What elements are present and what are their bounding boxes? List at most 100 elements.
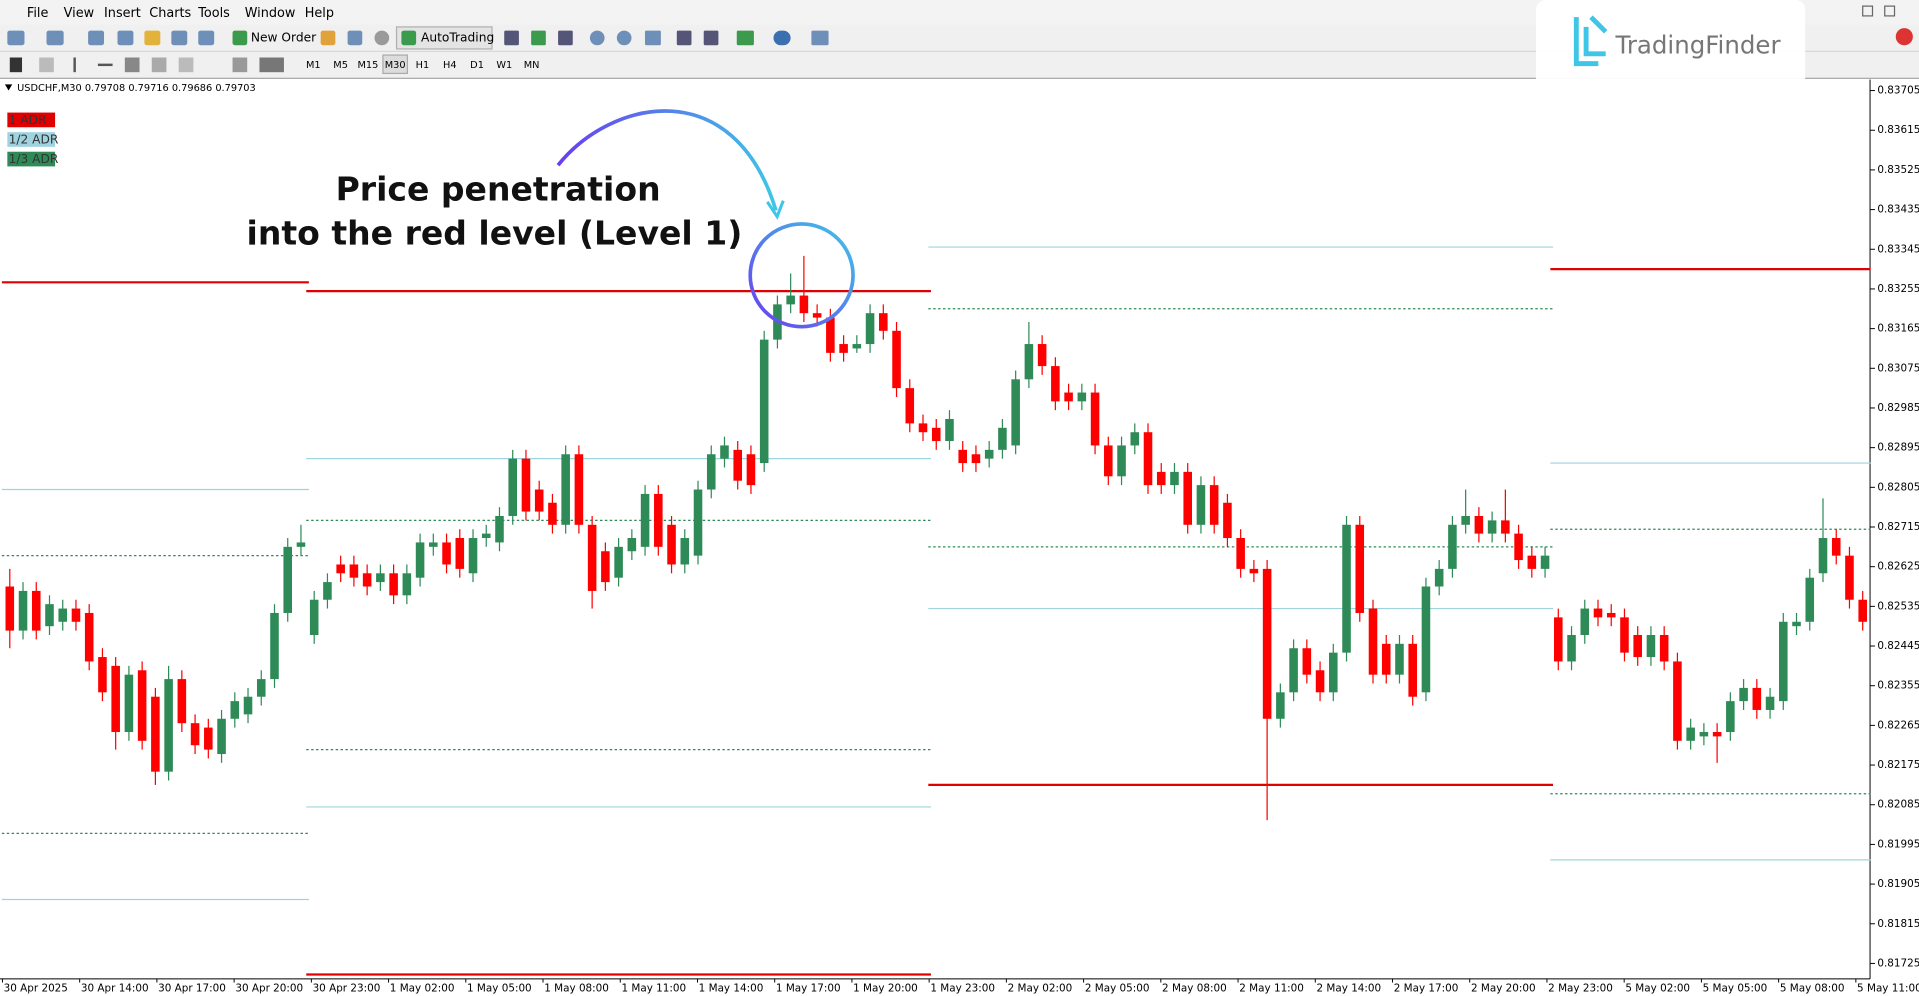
timeframe-active[interactable] bbox=[382, 54, 409, 75]
candle-body bbox=[1236, 538, 1245, 569]
icon[interactable] bbox=[401, 30, 417, 46]
legend-swatch bbox=[7, 132, 56, 147]
candle-body bbox=[1130, 432, 1140, 446]
candle-body bbox=[1302, 648, 1312, 675]
candle-body bbox=[71, 608, 81, 622]
candle-body bbox=[1117, 445, 1126, 477]
timeframe-button[interactable]: M5 bbox=[333, 60, 348, 71]
candle-body bbox=[31, 590, 41, 631]
icon[interactable] bbox=[811, 30, 829, 46]
icon[interactable] bbox=[558, 30, 573, 46]
icon[interactable] bbox=[347, 30, 363, 46]
menu-item[interactable]: Window bbox=[245, 6, 296, 21]
menu-item[interactable]: View bbox=[64, 6, 94, 21]
candle-body bbox=[1712, 731, 1722, 737]
icon[interactable] bbox=[374, 30, 390, 46]
candle-body bbox=[1646, 635, 1656, 658]
icon[interactable] bbox=[773, 30, 791, 46]
y-tick-label: 0.83435 bbox=[1877, 204, 1919, 216]
icon[interactable] bbox=[644, 30, 661, 46]
icon[interactable] bbox=[232, 30, 248, 46]
x-tick-label: 30 Apr 23:00 bbox=[313, 983, 381, 995]
icon[interactable] bbox=[736, 30, 754, 46]
candle-body bbox=[429, 542, 438, 547]
icon[interactable] bbox=[198, 30, 215, 46]
timeframe-button[interactable]: M1 bbox=[306, 60, 321, 71]
candle-body bbox=[98, 657, 107, 693]
icon[interactable] bbox=[320, 30, 336, 46]
x-tick-label: 2 May 17:00 bbox=[1394, 983, 1459, 995]
icon[interactable] bbox=[676, 30, 692, 46]
timeframe-button[interactable]: MN bbox=[524, 60, 540, 71]
menu-item[interactable]: Charts bbox=[149, 6, 191, 21]
icon[interactable] bbox=[117, 30, 134, 46]
candle-body bbox=[1249, 568, 1259, 574]
candle-body bbox=[1699, 731, 1709, 737]
candle-body bbox=[1077, 392, 1087, 402]
icon[interactable] bbox=[124, 57, 140, 73]
candle-body bbox=[971, 454, 981, 464]
candle-body bbox=[1474, 515, 1484, 534]
candle-body bbox=[548, 502, 557, 525]
candle-body bbox=[415, 542, 425, 578]
candle-body bbox=[177, 679, 187, 724]
notification-badge[interactable] bbox=[1895, 28, 1913, 46]
candle-body bbox=[1752, 687, 1762, 710]
candle-body bbox=[1104, 445, 1113, 477]
timeframe-button[interactable]: M15 bbox=[357, 60, 378, 71]
timeframe-button[interactable]: W1 bbox=[496, 60, 512, 71]
candle-body bbox=[309, 599, 319, 636]
candle-body bbox=[18, 590, 28, 631]
icon[interactable] bbox=[7, 30, 25, 46]
window-button[interactable] bbox=[1862, 5, 1874, 17]
icon[interactable] bbox=[88, 30, 105, 46]
window-button[interactable] bbox=[1884, 5, 1896, 17]
candle-body bbox=[495, 515, 504, 543]
logo-icon bbox=[1573, 15, 1608, 67]
candle-body bbox=[336, 564, 345, 574]
icon[interactable] bbox=[144, 30, 161, 46]
icon[interactable] bbox=[39, 57, 54, 73]
menu-item[interactable]: File bbox=[27, 6, 49, 21]
candle-body bbox=[190, 723, 200, 746]
candle-body bbox=[1434, 568, 1444, 587]
icon[interactable] bbox=[589, 30, 605, 46]
x-tick-label: 1 May 17:00 bbox=[776, 983, 841, 995]
timeframe-button[interactable]: H1 bbox=[416, 60, 430, 71]
candle-body bbox=[1183, 471, 1192, 525]
icon[interactable] bbox=[97, 63, 113, 67]
new-order[interactable]: New Order bbox=[251, 30, 317, 44]
icon[interactable] bbox=[504, 30, 519, 46]
candle-body bbox=[1659, 635, 1669, 662]
menu-item[interactable]: Tools bbox=[197, 6, 230, 21]
autotrading[interactable]: AutoTrading bbox=[421, 30, 494, 44]
y-tick-label: 0.82355 bbox=[1877, 680, 1919, 692]
icon[interactable] bbox=[232, 57, 248, 73]
icon[interactable] bbox=[259, 57, 284, 73]
icon[interactable] bbox=[9, 57, 23, 73]
candle-body bbox=[627, 538, 637, 552]
icon[interactable] bbox=[531, 30, 546, 46]
logo: TradingFinder bbox=[1535, 0, 1806, 89]
icon[interactable] bbox=[178, 57, 194, 73]
autotrading-button[interactable] bbox=[395, 26, 493, 50]
y-tick-label: 0.82265 bbox=[1877, 719, 1919, 731]
timeframe-button[interactable]: D1 bbox=[470, 60, 484, 71]
menu-item[interactable]: Help bbox=[305, 6, 334, 21]
candle-body bbox=[1805, 577, 1815, 622]
highlight-circle bbox=[748, 222, 855, 329]
icon[interactable] bbox=[171, 30, 188, 46]
candle-body bbox=[1845, 555, 1854, 600]
icon[interactable] bbox=[46, 30, 64, 46]
icon[interactable] bbox=[616, 30, 632, 46]
icon[interactable] bbox=[703, 30, 719, 46]
icon[interactable] bbox=[73, 57, 76, 73]
timeframe-button[interactable]: M30 bbox=[385, 60, 406, 71]
timeframe-button[interactable]: H4 bbox=[443, 60, 457, 71]
x-tick-label: 2 May 23:00 bbox=[1548, 983, 1613, 995]
icon[interactable] bbox=[151, 57, 167, 73]
menu-item[interactable]: Insert bbox=[104, 6, 141, 21]
candle-body bbox=[706, 454, 716, 490]
candle-body bbox=[905, 388, 915, 424]
x-tick-label: 5 May 02:00 bbox=[1625, 983, 1690, 995]
